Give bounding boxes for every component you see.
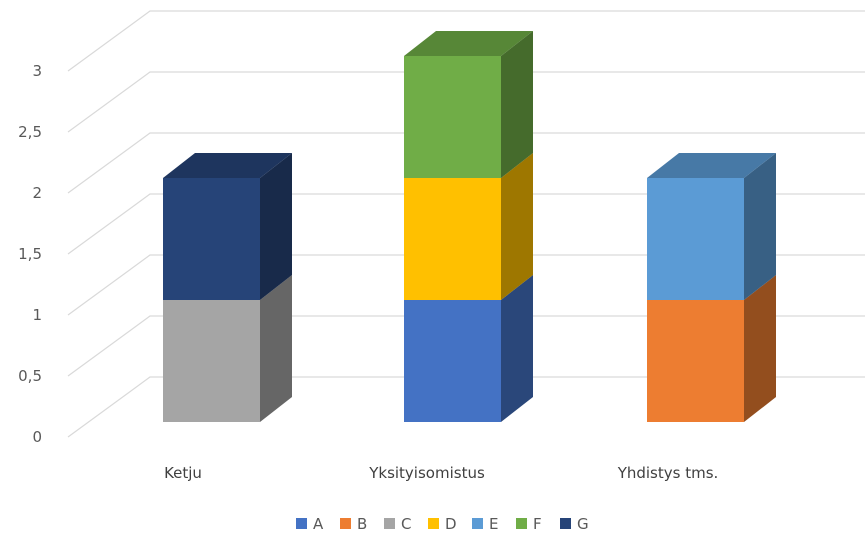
x-category-label: Yhdistys tms. — [617, 464, 719, 482]
legend-label: G — [577, 515, 589, 533]
y-tick-label: 3 — [32, 62, 42, 80]
legend-label: F — [533, 515, 542, 533]
legend-item-d: D — [428, 515, 457, 533]
gridline — [67, 376, 865, 438]
bar-segment-ketju-c — [163, 275, 292, 422]
legend-label: C — [401, 515, 411, 533]
bar-segment-yksityisomistus-f — [404, 31, 533, 178]
bar-segment-ketju-g — [163, 153, 292, 300]
y-tick-label: 2 — [32, 184, 42, 202]
legend-swatch — [428, 518, 439, 529]
legend-swatch — [516, 518, 527, 529]
bar-segment-yhdistys-tms--b — [647, 275, 776, 422]
y-tick-label: 0,5 — [18, 367, 42, 385]
legend-item-g: G — [560, 515, 589, 533]
x-axis-categories: Ketju Yksityisomistus Yhdistys tms. — [164, 464, 718, 482]
gridlines — [67, 10, 865, 438]
legend-swatch — [384, 518, 395, 529]
bar-segment-yhdistys-tms--e — [647, 153, 776, 300]
legend-item-e: E — [472, 515, 498, 533]
legend-label: E — [489, 515, 498, 533]
legend-swatch — [340, 518, 351, 529]
legend-label: B — [357, 515, 367, 533]
gridline — [67, 10, 865, 72]
y-tick-label: 0 — [32, 428, 42, 446]
y-tick-label: 2,5 — [18, 123, 42, 141]
bar-segment-yksityisomistus-d — [404, 153, 533, 300]
legend-swatch — [560, 518, 571, 529]
gridline — [67, 71, 865, 133]
x-category-label: Ketju — [164, 464, 202, 482]
y-axis-ticks: 0 0,5 1 1,5 2 2,5 3 — [18, 62, 42, 446]
legend-label: A — [313, 515, 324, 533]
gridline — [67, 254, 865, 316]
legend-item-b: B — [340, 515, 367, 533]
y-tick-label: 1 — [32, 306, 42, 324]
bars — [163, 31, 776, 422]
bar-segment-yksityisomistus-a — [404, 275, 533, 422]
gridline — [67, 315, 865, 377]
legend-label: D — [445, 515, 457, 533]
legend: A B C D E F G — [296, 515, 589, 533]
gridline — [67, 132, 865, 194]
x-category-label: Yksityisomistus — [368, 464, 485, 482]
y-tick-label: 1,5 — [18, 245, 42, 263]
legend-item-a: A — [296, 515, 324, 533]
legend-item-f: F — [516, 515, 542, 533]
gridline — [67, 193, 865, 255]
legend-swatch — [472, 518, 483, 529]
legend-item-c: C — [384, 515, 411, 533]
legend-swatch — [296, 518, 307, 529]
